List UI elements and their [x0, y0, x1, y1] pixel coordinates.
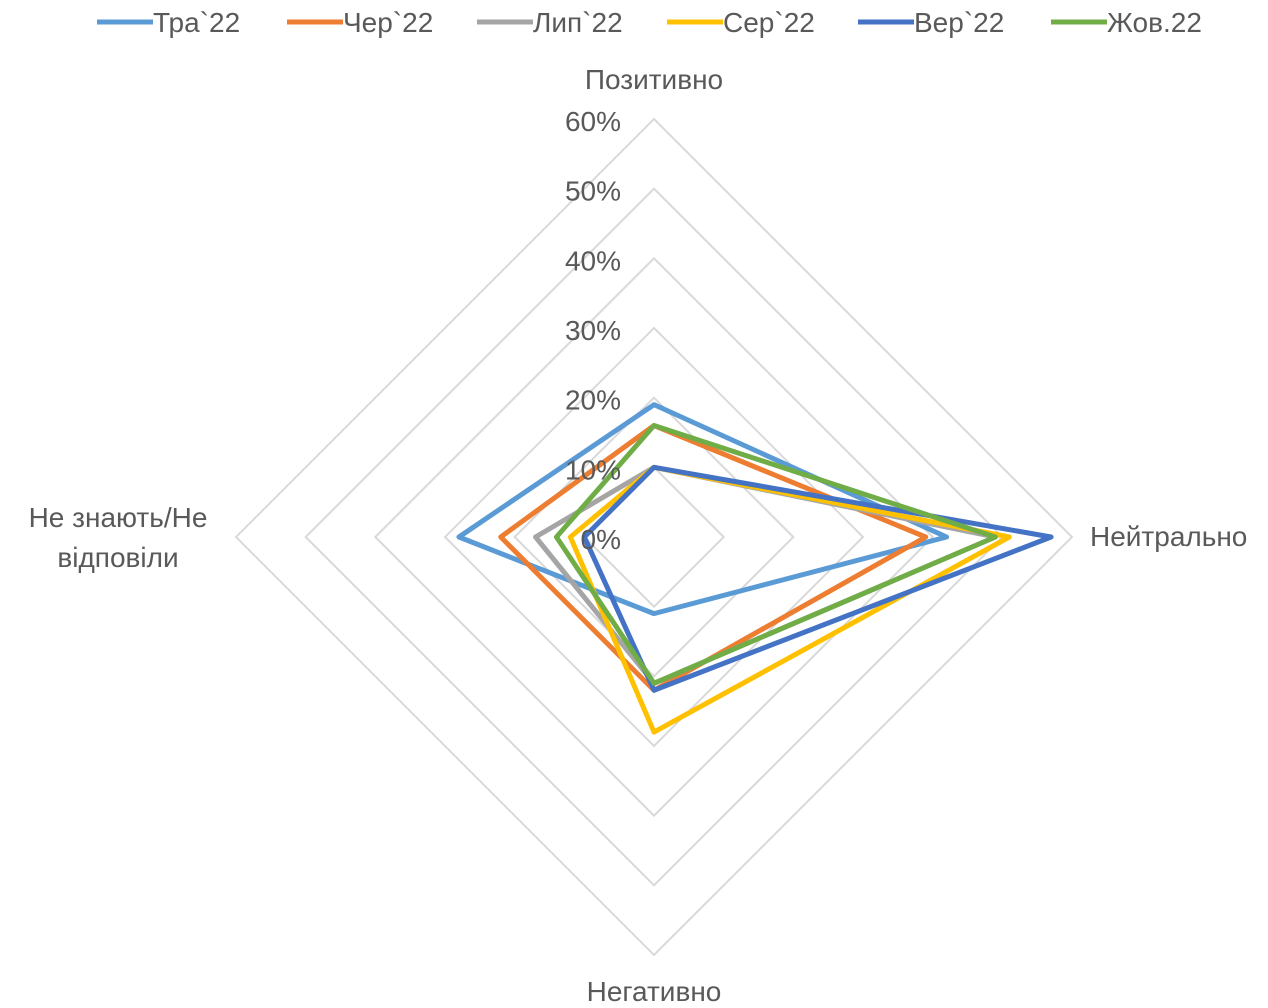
grid-ring-5	[304, 187, 1004, 887]
tick-label-2: 20%	[565, 385, 621, 416]
series-group	[456, 402, 1054, 735]
series-line-2	[533, 464, 998, 686]
tick-label-1: 10%	[565, 454, 621, 485]
axis-label-dont-know-line2: відповіли	[57, 542, 178, 573]
axis-label-neutral: Нейтрально	[1090, 521, 1247, 552]
series-line-3	[567, 464, 1012, 735]
series-line-0	[456, 402, 950, 617]
axis-label-negative: Негативно	[587, 976, 722, 1007]
axis-label-positive: Позитивно	[585, 64, 723, 95]
legend-label-1: Чер`22	[343, 7, 433, 38]
axis-label-dont-know-line1: Не знають/Не	[29, 502, 208, 533]
grid-ring-4	[373, 256, 935, 818]
tick-label-3: 30%	[565, 315, 621, 346]
tick-label-0: 0%	[581, 524, 621, 555]
legend-label-5: Жов.22	[1107, 7, 1202, 38]
tick-labels: 0% 10% 20% 30% 40% 50% 60%	[565, 106, 621, 555]
tick-label-4: 40%	[565, 245, 621, 276]
series-line-5	[553, 423, 998, 686]
legend: Тра`22 Чер`22 Лип`22 Сер`22 Вер`22 Жов.22	[97, 7, 1202, 38]
legend-label-0: Тра`22	[153, 7, 240, 38]
grid-ring-6	[234, 117, 1074, 957]
radar-grid	[234, 117, 1074, 957]
legend-label-4: Вер`22	[914, 7, 1004, 38]
legend-label-2: Лип`22	[533, 7, 623, 38]
tick-label-5: 50%	[565, 176, 621, 207]
legend-label-3: Сер`22	[723, 7, 815, 38]
tick-label-6: 60%	[565, 106, 621, 137]
